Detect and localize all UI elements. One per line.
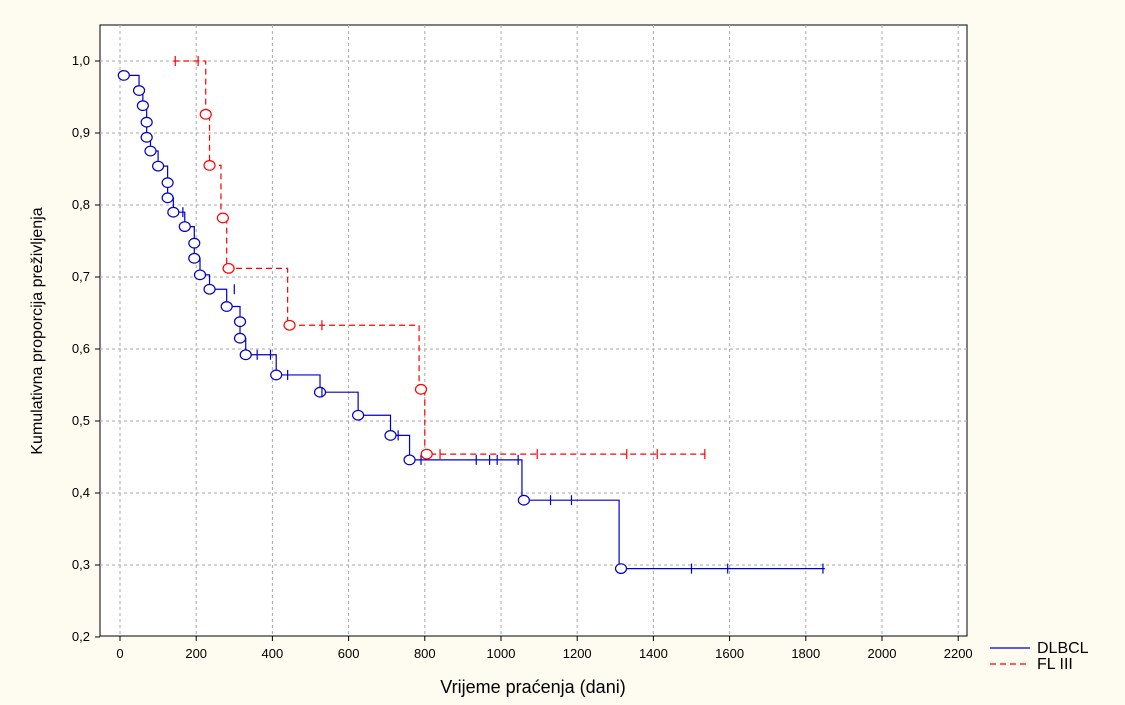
plot-area <box>99 24 968 637</box>
event-marker-dlbcl <box>233 316 247 328</box>
event-marker-dlbcl <box>144 145 157 157</box>
y-tick-label: 0,7 <box>72 269 90 284</box>
event-marker-dlbcl <box>188 252 201 264</box>
x-tick-label: 1200 <box>563 646 592 661</box>
x-tick-label: 200 <box>185 646 207 661</box>
event-marker-fl-iii <box>222 262 235 274</box>
event-marker-dlbcl <box>384 430 397 441</box>
event-marker-dlbcl <box>313 386 327 398</box>
legend-label-dlbcl: DLBCL <box>1037 640 1089 657</box>
event-marker-fl-iii <box>199 108 212 120</box>
event-marker-dlbcl <box>140 116 153 128</box>
event-marker-dlbcl <box>117 69 130 81</box>
event-marker-dlbcl <box>352 409 365 421</box>
axes: 0 200 400 600 800 1000 1200 1400 1600 1800 2000 220… <box>72 53 973 661</box>
y-tick-label: 1,0 <box>72 53 90 68</box>
y-tick-label: 0,3 <box>72 557 90 572</box>
x-tick-label: 1600 <box>715 646 744 661</box>
event-marker-dlbcl <box>140 131 153 143</box>
event-marker-dlbcl <box>193 269 207 281</box>
x-tick-label: 600 <box>338 646 360 661</box>
x-tick-label: 1800 <box>791 646 820 661</box>
event-marker-fl-iii <box>216 212 229 224</box>
x-tick-label: 400 <box>262 646 284 661</box>
event-marker-dlbcl <box>178 221 191 233</box>
event-marker-dlbcl <box>517 494 530 506</box>
event-marker-fl-iii <box>283 319 296 331</box>
event-marker-dlbcl <box>239 349 252 361</box>
event-marker-fl-iii <box>420 448 433 460</box>
event-marker-dlbcl <box>203 283 216 295</box>
x-tick-label: 2000 <box>868 646 897 661</box>
x-tick-label: 0 <box>116 646 123 661</box>
event-marker-dlbcl <box>136 100 149 112</box>
y-tick-label: 0,9 <box>72 125 90 140</box>
event-marker-dlbcl <box>152 160 165 172</box>
event-marker-dlbcl <box>167 206 180 218</box>
x-axis-label: Vrijeme praćenja (dani) <box>440 677 625 697</box>
event-marker-dlbcl <box>161 192 174 204</box>
y-tick-label: 0,6 <box>72 341 90 356</box>
event-marker-dlbcl <box>132 85 146 96</box>
event-marker-dlbcl <box>161 177 174 189</box>
event-marker-dlbcl <box>614 563 628 574</box>
series-dlbcl <box>117 69 825 574</box>
event-marker-dlbcl <box>403 454 416 466</box>
event-marker-dlbcl <box>233 332 247 344</box>
x-tick-label: 2200 <box>944 646 973 661</box>
event-marker-dlbcl <box>188 237 201 249</box>
y-tick-label: 0,5 <box>72 413 90 428</box>
event-marker-dlbcl <box>220 301 233 312</box>
x-tick-label: 1000 <box>487 646 516 661</box>
legend-label-fl-iii: FL III <box>1037 656 1073 673</box>
event-marker-dlbcl <box>270 369 283 381</box>
grid <box>100 25 967 636</box>
event-marker-fl-iii <box>203 159 216 171</box>
y-tick-label: 0,2 <box>72 629 90 644</box>
x-tick-label: 800 <box>414 646 436 661</box>
series-fl-iii <box>173 56 706 460</box>
y-axis-label: Kumulativna proporcija preživljenja <box>29 207 46 454</box>
event-marker-fl-iii <box>414 383 428 395</box>
x-tick-label: 1400 <box>639 646 668 661</box>
series-line-fl-iii <box>173 60 705 455</box>
y-tick-label: 0,8 <box>72 197 90 212</box>
y-tick-label: 0,4 <box>72 485 90 500</box>
series-layer <box>117 56 825 574</box>
